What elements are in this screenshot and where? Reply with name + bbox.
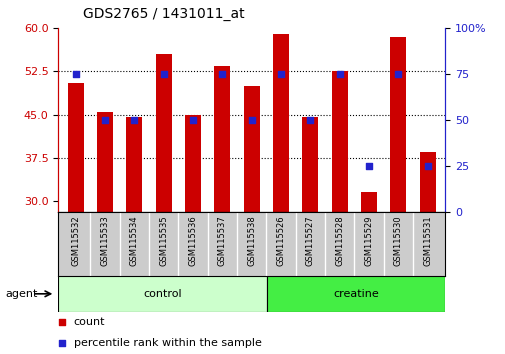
Bar: [360, 192, 376, 212]
Text: percentile rank within the sample: percentile rank within the sample: [74, 338, 261, 348]
Point: [282, 40, 290, 46]
Bar: [266, 276, 444, 312]
Point: [72, 72, 80, 77]
Bar: [214, 66, 230, 212]
Bar: [273, 34, 288, 212]
Point: [364, 164, 372, 169]
Bar: [126, 118, 142, 212]
Text: GSM115538: GSM115538: [247, 216, 256, 266]
Point: [393, 72, 401, 77]
Bar: [301, 118, 318, 212]
Point: [282, 233, 290, 239]
Text: GSM115526: GSM115526: [276, 216, 285, 266]
Text: GSM115533: GSM115533: [100, 216, 110, 266]
Text: control: control: [143, 289, 181, 299]
Text: GSM115535: GSM115535: [159, 216, 168, 266]
Text: GSM115528: GSM115528: [334, 216, 343, 266]
Text: GSM115527: GSM115527: [306, 216, 314, 266]
Bar: [243, 86, 259, 212]
Bar: [68, 83, 84, 212]
Text: GSM115537: GSM115537: [218, 216, 226, 266]
Bar: [389, 37, 406, 212]
Point: [130, 118, 138, 123]
Point: [218, 72, 226, 77]
Bar: [156, 54, 172, 212]
Point: [101, 118, 109, 123]
Bar: [419, 152, 435, 212]
Bar: [185, 115, 201, 212]
Text: GSM115532: GSM115532: [71, 216, 80, 266]
Text: GSM115530: GSM115530: [393, 216, 402, 266]
Text: GSM115531: GSM115531: [422, 216, 431, 266]
Bar: [58, 276, 266, 312]
Text: GDS2765 / 1431011_at: GDS2765 / 1431011_at: [83, 7, 244, 21]
Point: [335, 72, 343, 77]
Bar: [331, 72, 347, 212]
Point: [189, 118, 197, 123]
Text: GSM115529: GSM115529: [364, 216, 373, 266]
Point: [306, 118, 314, 123]
Text: GSM115536: GSM115536: [188, 216, 197, 266]
Bar: [97, 112, 113, 212]
Text: agent: agent: [5, 289, 37, 299]
Text: GSM115534: GSM115534: [130, 216, 139, 266]
Point: [247, 118, 256, 123]
Point: [423, 164, 431, 169]
Text: creatine: creatine: [332, 289, 378, 299]
Text: count: count: [74, 317, 105, 327]
Point: [276, 72, 284, 77]
Point: [160, 72, 168, 77]
